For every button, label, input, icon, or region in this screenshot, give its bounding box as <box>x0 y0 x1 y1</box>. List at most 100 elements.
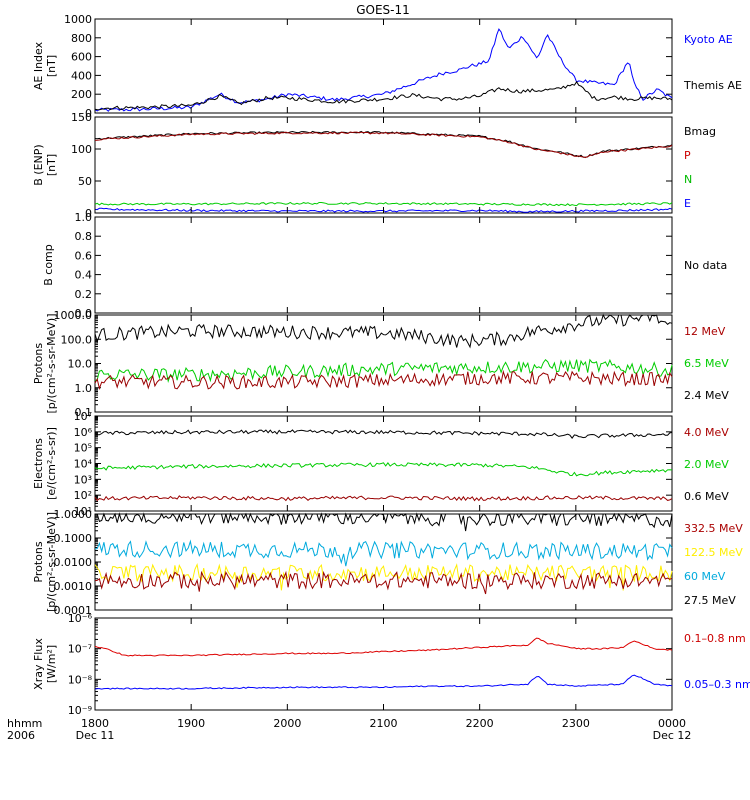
legend-entry: Bmag <box>684 125 716 138</box>
panel-frame <box>94 216 673 314</box>
y-tick-label: 10² <box>74 489 92 502</box>
y-tick-label: 10⁻⁷ <box>68 643 92 656</box>
legend-entry: 27.5 MeV <box>684 594 736 607</box>
y-axis-label: AE Index <box>32 41 45 90</box>
series-122-5-mev <box>94 562 673 591</box>
panel-xray: 10⁻⁹ 10⁻⁸ 10⁻⁷ 10⁻⁶ Xray Flux [W/m²] 0.1–0.8 n… <box>32 612 750 717</box>
legend-entry: 332.5 MeV <box>684 522 743 535</box>
y-tick-label: 0.6 <box>75 249 93 262</box>
legend-entry: 0.05–0.3 nm <box>684 678 750 691</box>
y-tick-label: 10⁻⁹ <box>68 704 92 717</box>
legend-entry: 60 MeV <box>684 570 726 583</box>
x-axis-prefix-year: 2006 <box>7 729 35 742</box>
y-tick-label: 150 <box>71 111 92 124</box>
panel-frame <box>94 617 673 711</box>
panel-frame <box>94 513 673 611</box>
y-axis-label: [p/(cm²-s-sr-MeV)] <box>45 512 58 612</box>
y-axis-label: B (ENP) <box>32 144 45 185</box>
y-tick-label: 10¹ <box>74 505 92 518</box>
legend-entry: 6.5 MeV <box>684 357 729 370</box>
panel-protons_high: 0.0001 0.0010 0.0100 0.1000 1.0000 Protons [p/… <box>32 508 743 617</box>
y-tick-label: 0.4 <box>75 269 93 282</box>
y-axis-label: Electrons <box>32 438 45 489</box>
series-332-5-mev <box>94 570 673 595</box>
legend-entry: Kyoto AE <box>684 33 733 46</box>
y-axis-label: [p/(cm²-s-sr-MeV)] <box>45 314 58 414</box>
y-tick-label: 1.0 <box>75 382 93 395</box>
legend-entry: 0.1–0.8 nm <box>684 632 746 645</box>
y-tick-label: 0.0010 <box>54 580 93 593</box>
y-tick-label: 0.2 <box>75 288 93 301</box>
y-tick-label: 400 <box>71 69 92 82</box>
series-2-0-mev <box>94 462 673 477</box>
chart-title: GOES-11 <box>356 3 410 17</box>
y-tick-label: 10⁻⁸ <box>68 673 93 686</box>
y-tick-label: 0 <box>85 207 92 220</box>
y-axis-label: [nT] <box>45 154 58 176</box>
series-themis-ae <box>94 80 673 111</box>
x-date-start: Dec 11 <box>76 729 115 742</box>
y-axis-label: Protons <box>32 343 45 384</box>
y-tick-label: 1000 <box>64 13 92 26</box>
y-tick-label: 0.1 <box>75 406 93 419</box>
panel-bfield: 0 50 100 150 B (ENP) [nT] Bmag PNE <box>32 111 716 220</box>
y-tick-label: 10⁻⁶ <box>68 612 93 625</box>
series-n <box>94 201 673 207</box>
y-axis-label: B comp <box>42 244 55 286</box>
legend-entry: N <box>684 173 692 186</box>
y-tick-label: 10.0 <box>68 358 93 371</box>
y-tick-label: 10⁶ <box>74 426 93 439</box>
series-60-mev <box>94 539 673 567</box>
y-tick-label: 800 <box>71 32 92 45</box>
series-0-1-0-8-nm <box>94 637 673 657</box>
x-tick-label: 1800 <box>81 717 109 730</box>
series-2-4-mev <box>94 313 673 349</box>
legend-entry: 2.4 MeV <box>684 389 729 402</box>
legend-entry: E <box>684 197 691 210</box>
y-tick-label: 0.0 <box>75 307 93 320</box>
series-p <box>94 131 673 159</box>
panel-ae: 0 200 400 600 800 1000 AE Index [nT] Kyoto AE The… <box>32 13 742 120</box>
legend-entry: P <box>684 149 691 162</box>
y-tick-label: 10⁴ <box>74 458 93 471</box>
x-tick-label: 2300 <box>562 717 590 730</box>
x-tick-label: 1900 <box>177 717 205 730</box>
legend-entry: 12 MeV <box>684 325 726 338</box>
y-tick-label: 0.0001 <box>54 604 93 617</box>
legend-entry: 2.0 MeV <box>684 458 729 471</box>
y-tick-label: 0.1000 <box>54 532 93 545</box>
y-tick-label: 1.0000 <box>54 508 93 521</box>
series-4-0-mev <box>94 495 673 502</box>
time-axis: 1800 1900 2000 2100 2200 2300 0000 Dec 11 Dec 12… <box>7 717 691 742</box>
x-date-end: Dec 12 <box>653 729 692 742</box>
legend-entry: 122.5 MeV <box>684 546 743 559</box>
panel-electrons: 10¹ 10² 10³ 10⁴ 10⁵ 10⁶ 10⁷ Electrons [e/(cm²-s-… <box>32 410 729 518</box>
y-axis-label: [nT] <box>45 55 58 77</box>
y-tick-label: 0.0100 <box>54 556 93 569</box>
legend-entry: 0.6 MeV <box>684 490 729 503</box>
y-tick-label: 10⁵ <box>74 442 92 455</box>
x-tick-label: 2100 <box>370 717 398 730</box>
y-tick-label: 600 <box>71 51 92 64</box>
y-tick-label: 0 <box>85 107 92 120</box>
y-tick-label: 100 <box>71 143 92 156</box>
y-tick-label: 200 <box>71 88 92 101</box>
legend-entry: 4.0 MeV <box>684 426 729 439</box>
y-axis-label: Protons <box>32 541 45 582</box>
series-12-mev <box>94 369 673 391</box>
x-tick-label: 0000 <box>658 717 686 730</box>
legend-entry: Themis AE <box>683 79 742 92</box>
series-0-05-0-3-nm <box>94 674 673 690</box>
y-tick-label: 50 <box>78 175 92 188</box>
panel-bcomp: 0.0 0.2 0.4 0.6 0.8 1.0 B comp No data <box>42 211 727 320</box>
y-tick-label: 1.0 <box>75 211 93 224</box>
panel-frame <box>94 116 673 214</box>
x-tick-label: 2200 <box>466 717 494 730</box>
series-6-5-mev <box>94 358 673 383</box>
legend-entry: No data <box>684 259 727 272</box>
y-tick-label: 10³ <box>74 473 92 486</box>
y-axis-label: [W/m²] <box>45 645 58 683</box>
y-axis-label: [e/(cm²-s-sr)] <box>45 427 58 500</box>
